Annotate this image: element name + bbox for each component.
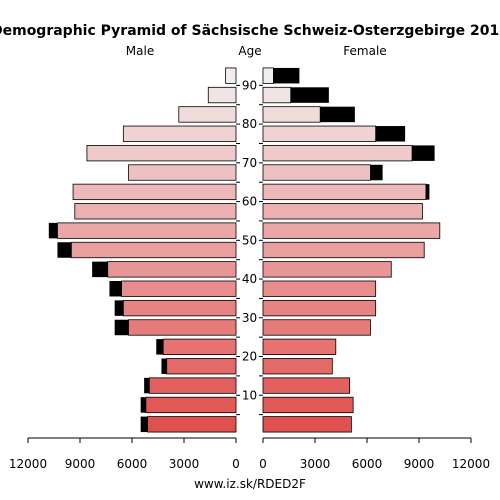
male-surplus-25-29 xyxy=(114,319,129,336)
female-bar-90+ xyxy=(262,67,274,84)
age-label-30: 30 xyxy=(242,311,257,325)
age-label-60: 60 xyxy=(242,195,257,209)
male-bar-60-64 xyxy=(72,183,237,201)
chart-title: Demographic Pyramid of Sächsische Schwei… xyxy=(0,23,500,39)
male-x-label-9000: 9000 xyxy=(65,457,96,471)
male-bar-75-79 xyxy=(122,125,237,142)
female-bar-80-84 xyxy=(262,106,321,123)
male-surplus-35-39 xyxy=(109,280,122,297)
male-label: Male xyxy=(126,44,154,58)
male-surplus-30-34 xyxy=(114,300,124,316)
female-bar-40-44 xyxy=(262,261,392,278)
male-bar-45-49 xyxy=(70,241,237,259)
male-bar-0-4 xyxy=(147,416,237,433)
female-bar-0-4 xyxy=(262,416,352,433)
male-bar-50-54 xyxy=(57,222,237,239)
female-surplus-65-69 xyxy=(370,164,383,181)
female-bar-15-19 xyxy=(262,358,333,375)
age-label-10: 10 xyxy=(242,388,257,402)
male-bar-25-29 xyxy=(128,319,237,336)
age-label-90: 90 xyxy=(242,78,257,92)
age-label-80: 80 xyxy=(242,117,257,131)
female-x-label-3000: 3000 xyxy=(300,457,331,471)
female-bar-60-64 xyxy=(262,183,427,201)
female-bar-85-89 xyxy=(262,86,292,104)
female-bar-50-54 xyxy=(262,222,441,239)
female-bar-30-34 xyxy=(262,299,377,317)
female-surplus-85-89 xyxy=(290,87,329,103)
male-bar-40-44 xyxy=(107,261,237,278)
female-surplus-60-64 xyxy=(425,184,430,200)
male-surplus-10-14 xyxy=(144,377,150,394)
male-x-label-6000: 6000 xyxy=(117,457,148,471)
male-bar-15-19 xyxy=(166,358,237,375)
male-bar-85-89 xyxy=(207,86,237,104)
bars-group xyxy=(48,67,441,433)
female-bar-45-49 xyxy=(262,241,425,259)
female-x-label-0: 0 xyxy=(259,457,267,471)
female-bar-70-74 xyxy=(262,145,413,162)
female-x-label-9000: 9000 xyxy=(404,457,435,471)
male-surplus-20-24 xyxy=(156,339,164,355)
age-label-70: 70 xyxy=(242,156,257,170)
age-label-20: 20 xyxy=(242,350,257,364)
female-bar-35-39 xyxy=(262,280,377,297)
female-x-label-12000: 12000 xyxy=(452,457,490,471)
male-bar-80-84 xyxy=(178,106,237,123)
female-bar-65-69 xyxy=(262,164,371,181)
female-bar-5-9 xyxy=(262,396,354,414)
male-bar-10-14 xyxy=(148,377,237,394)
male-bar-70-74 xyxy=(86,145,237,162)
male-surplus-5-9 xyxy=(140,397,146,413)
male-bar-30-34 xyxy=(122,299,237,317)
male-surplus-50-54 xyxy=(48,222,58,239)
male-bar-20-24 xyxy=(162,338,237,355)
male-bar-55-59 xyxy=(74,203,237,220)
male-surplus-45-49 xyxy=(57,242,72,258)
male-surplus-0-4 xyxy=(140,416,148,433)
female-bar-10-14 xyxy=(262,377,351,394)
female-surplus-70-74 xyxy=(412,145,435,161)
female-surplus-90+ xyxy=(273,67,300,84)
male-bar-90+ xyxy=(225,67,237,84)
source-label: www.iz.sk/RDED2F xyxy=(194,477,306,491)
male-x-label-3000: 3000 xyxy=(169,457,200,471)
male-bar-65-69 xyxy=(128,164,237,181)
male-bar-5-9 xyxy=(145,396,237,414)
male-surplus-40-44 xyxy=(92,261,108,278)
female-surplus-75-79 xyxy=(375,126,406,142)
female-x-label-6000: 6000 xyxy=(352,457,383,471)
age-label: Age xyxy=(238,44,261,58)
male-bar-35-39 xyxy=(121,280,237,297)
male-x-label-12000: 12000 xyxy=(9,457,47,471)
age-ticks-group: 10 20 30 40 50 60 70 80 90 xyxy=(236,78,263,416)
female-surplus-80-84 xyxy=(320,106,355,123)
male-surplus-15-19 xyxy=(161,358,167,374)
age-label-40: 40 xyxy=(242,272,257,286)
female-bar-75-79 xyxy=(262,125,377,142)
female-label: Female xyxy=(343,44,386,58)
male-x-label-0: 0 xyxy=(232,457,240,471)
female-bar-55-59 xyxy=(262,203,423,220)
x-axis-group: 12000 12000 9000 9000 6000 6000 3000 3000 0 0 xyxy=(9,437,490,471)
female-bar-25-29 xyxy=(262,319,371,336)
age-label-50: 50 xyxy=(242,233,257,247)
female-bar-20-24 xyxy=(262,338,337,355)
